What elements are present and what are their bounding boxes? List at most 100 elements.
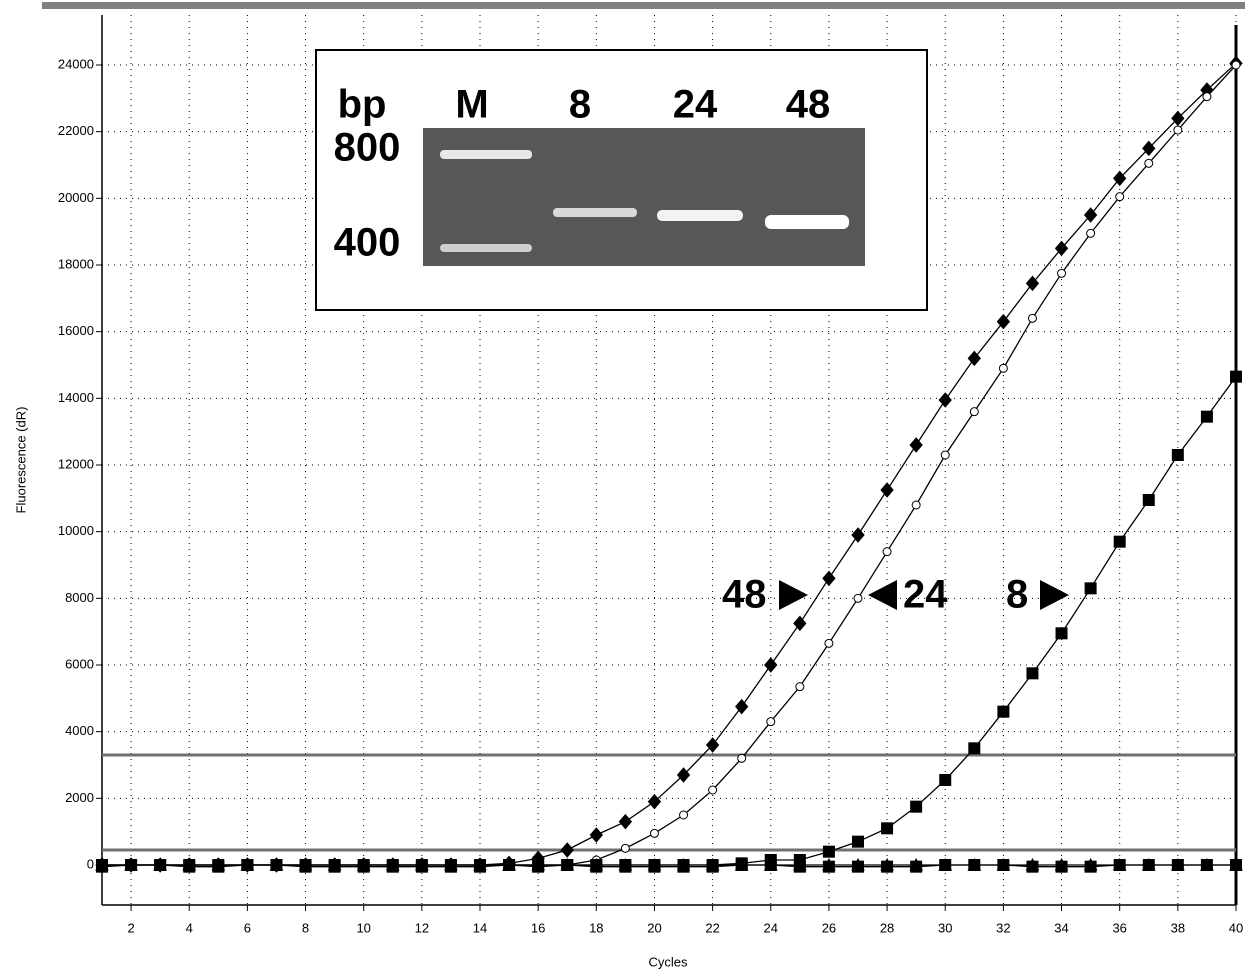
- marker: [823, 846, 834, 857]
- x-tick-label: 22: [705, 920, 719, 935]
- lane-label: 24: [673, 83, 718, 127]
- page: {"chart_data": { "type": "line", "xlabel…: [0, 0, 1258, 976]
- marker: [738, 754, 746, 762]
- marker: [1145, 159, 1153, 167]
- marker: [998, 706, 1009, 717]
- marker: [1056, 628, 1067, 639]
- lane-label: 8: [569, 83, 591, 127]
- marker: [1087, 229, 1095, 237]
- marker: [881, 483, 893, 497]
- top-bar: [42, 2, 1245, 9]
- marker: [1114, 536, 1125, 547]
- y-tick-label: 4000: [65, 723, 94, 738]
- arrowhead: [1040, 580, 1069, 610]
- x-tick-label: 4: [186, 920, 193, 935]
- marker: [940, 775, 951, 786]
- x-tick-label: 32: [996, 920, 1010, 935]
- x-tick-label: 10: [356, 920, 370, 935]
- gel-inset: bp M 8 24 48 800 400: [316, 50, 927, 310]
- x-tick-label: 40: [1229, 920, 1243, 935]
- marker: [1203, 93, 1211, 101]
- marker: [912, 501, 920, 509]
- size-label: 400: [334, 221, 401, 265]
- y-tick-label: 8000: [65, 590, 94, 605]
- y-tick-label: 10000: [58, 523, 94, 538]
- gel-band: [657, 210, 743, 221]
- x-tick-label: 24: [764, 920, 778, 935]
- marker: [650, 829, 658, 837]
- x-tick-label: 28: [880, 920, 894, 935]
- size-label: 800: [334, 126, 401, 170]
- marker: [970, 408, 978, 416]
- x-tick-label: 36: [1112, 920, 1126, 935]
- y-tick-label: 20000: [58, 190, 94, 205]
- marker: [1231, 371, 1242, 382]
- marker: [648, 795, 660, 809]
- marker: [825, 639, 833, 647]
- y-tick-label: 16000: [58, 323, 94, 338]
- marker: [796, 683, 804, 691]
- marker: [561, 843, 573, 857]
- x-tick-label: 34: [1054, 920, 1068, 935]
- marker: [680, 811, 688, 819]
- y-tick-label: 2000: [65, 790, 94, 805]
- marker: [941, 451, 949, 459]
- marker: [709, 786, 717, 794]
- marker: [621, 844, 629, 852]
- marker: [823, 571, 835, 585]
- y-tick-label: 22000: [58, 123, 94, 138]
- gel-band: [440, 244, 532, 252]
- y-tick-label: 14000: [58, 390, 94, 405]
- arrowhead: [868, 580, 897, 610]
- arrowhead: [779, 580, 808, 610]
- marker: [1058, 269, 1066, 277]
- series-line: [102, 377, 1236, 865]
- x-tick-label: 12: [415, 920, 429, 935]
- marker: [1116, 193, 1124, 201]
- marker: [767, 718, 775, 726]
- marker: [911, 801, 922, 812]
- x-tick-label: 16: [531, 920, 545, 935]
- x-tick-label: 6: [244, 920, 251, 935]
- series-label: 8: [1006, 573, 1028, 617]
- y-axis-label: Fluorescence (dR): [13, 407, 28, 514]
- lane-label: M: [455, 83, 488, 127]
- marker: [619, 815, 631, 829]
- y-tick-label: 0: [87, 856, 94, 871]
- x-tick-label: 20: [647, 920, 661, 935]
- marker: [1174, 126, 1182, 134]
- x-tick-label: 18: [589, 920, 603, 935]
- inset-label: bp: [338, 83, 387, 127]
- x-tick-label: 38: [1171, 920, 1185, 935]
- marker: [1143, 495, 1154, 506]
- marker: [853, 836, 864, 847]
- marker: [590, 828, 602, 842]
- marker: [999, 364, 1007, 372]
- marker: [852, 528, 864, 542]
- gel-band: [440, 150, 532, 159]
- marker: [969, 743, 980, 754]
- marker: [882, 823, 893, 834]
- marker: [1172, 450, 1183, 461]
- x-tick-label: 14: [473, 920, 487, 935]
- x-tick-label: 2: [127, 920, 134, 935]
- x-axis-label: Cycles: [648, 954, 688, 969]
- chart: 2468101214161820222426283032343638400200…: [0, 0, 1258, 976]
- y-tick-label: 18000: [58, 256, 94, 271]
- x-tick-label: 26: [822, 920, 836, 935]
- y-tick-label: 6000: [65, 656, 94, 671]
- marker: [1027, 668, 1038, 679]
- x-tick-label: 8: [302, 920, 309, 935]
- gel-band: [765, 215, 849, 229]
- marker: [1201, 411, 1212, 422]
- marker: [854, 594, 862, 602]
- marker: [883, 548, 891, 556]
- marker: [1232, 61, 1240, 69]
- y-tick-label: 12000: [58, 456, 94, 471]
- x-tick-label: 30: [938, 920, 952, 935]
- series-label: 48: [722, 573, 767, 617]
- marker: [1085, 583, 1096, 594]
- marker: [1028, 314, 1036, 322]
- gel-band: [553, 208, 637, 217]
- lane-label: 48: [786, 83, 831, 127]
